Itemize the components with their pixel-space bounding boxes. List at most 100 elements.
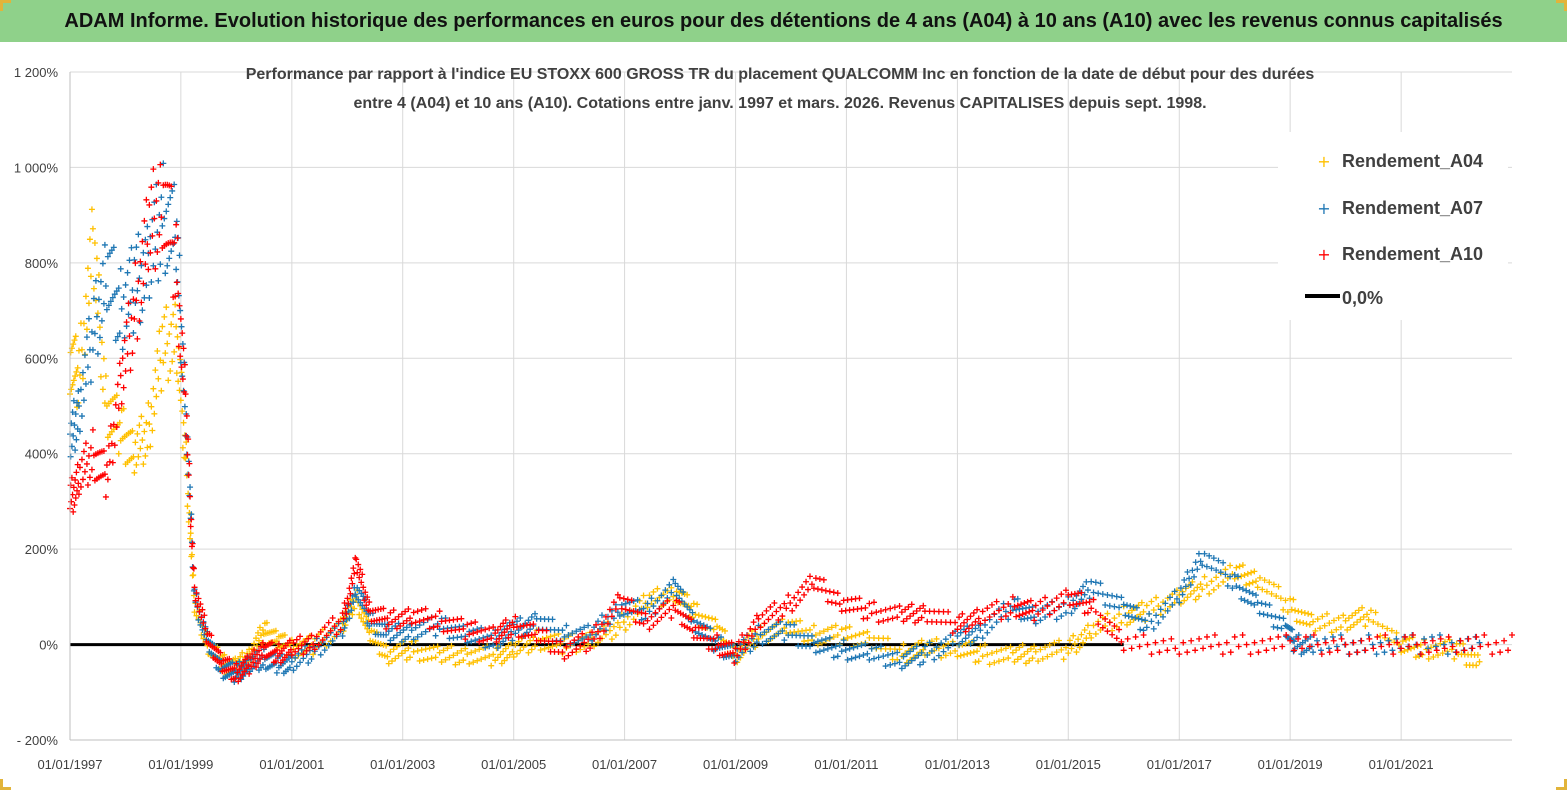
data-point [860,630,867,637]
data-point [434,623,441,630]
data-point [1326,649,1333,656]
data-point [484,636,491,643]
data-point [122,367,129,374]
data-point [868,645,875,652]
data-point [333,631,340,638]
data-point [781,637,788,644]
data-point [688,616,695,623]
data-point [712,646,719,653]
data-point [559,649,566,656]
data-point [82,293,89,300]
data-point [810,622,817,629]
data-point [1153,594,1160,601]
data-point [218,660,225,667]
data-point [101,241,108,248]
data-point [173,279,180,286]
data-point [791,621,798,628]
data-point [195,617,202,624]
data-point [1362,647,1369,654]
data-point [1071,640,1078,647]
data-point [311,646,318,653]
data-point [598,612,605,619]
data-point [747,648,754,655]
data-point [1132,614,1139,621]
data-point [1317,625,1324,632]
data-point [864,650,871,657]
data-point [339,632,346,639]
data-point [430,644,437,651]
chart: - 200% 0% 200% 400% 600% 800% 1 000% 1 200% 01/0… [14,65,1515,772]
x-tick-label: 01/01/2011 [814,757,878,772]
data-point [1187,590,1194,597]
data-point [1248,600,1255,607]
data-point [654,585,661,592]
data-point [563,643,570,650]
data-point [179,376,186,383]
data-point [256,656,263,663]
data-point [834,653,841,660]
data-point [72,373,79,380]
data-point [387,609,394,616]
data-point [468,620,475,627]
data-point [589,629,596,636]
data-point [884,651,891,658]
data-point [1113,593,1120,600]
data-point [295,645,302,652]
data-point [133,461,140,468]
data-point [1441,638,1448,645]
data-point [392,655,399,662]
data-point [140,461,147,468]
data-point [80,397,87,404]
data-point [624,610,631,617]
data-point [325,642,332,649]
data-point [146,421,153,428]
data-point [1277,595,1284,602]
data-point [699,631,706,638]
data-point [75,491,82,498]
data-point [1365,616,1372,623]
data-point [151,410,158,417]
data-point [1259,637,1266,644]
data-point [512,613,519,620]
data-point [414,633,421,640]
data-point [718,634,725,641]
data-point [100,447,107,454]
data-point [360,618,367,625]
data-point [131,256,138,263]
data-point [1342,617,1349,624]
data-point [300,651,307,658]
data-point [464,651,471,658]
data-point [1111,615,1118,622]
data-point [828,599,835,606]
data-point [638,616,645,623]
data-point [593,621,600,628]
data-point [168,321,175,328]
data-point [70,397,77,404]
data-point [759,611,766,618]
data-point [1035,658,1042,665]
data-point [868,610,875,617]
data-point [1460,640,1467,647]
data-point [864,615,871,622]
data-point [1473,633,1480,640]
data-point [1270,623,1277,630]
data-point [86,474,93,481]
data-point [1152,639,1159,646]
data-point [179,444,186,451]
data-point [1207,643,1214,650]
corner-mark-tl [0,0,11,11]
data-point [608,636,615,643]
data-point [109,294,116,301]
data-point [135,453,142,460]
data-point [305,635,312,642]
data-point [1026,657,1033,664]
data-point [1310,632,1317,639]
data-point [77,386,84,393]
data-point [864,628,871,635]
data-point [668,589,675,596]
data-point [1393,629,1400,636]
data-point [1081,626,1088,633]
data-point [470,630,477,637]
data-point [793,602,800,609]
data-point [174,333,181,340]
